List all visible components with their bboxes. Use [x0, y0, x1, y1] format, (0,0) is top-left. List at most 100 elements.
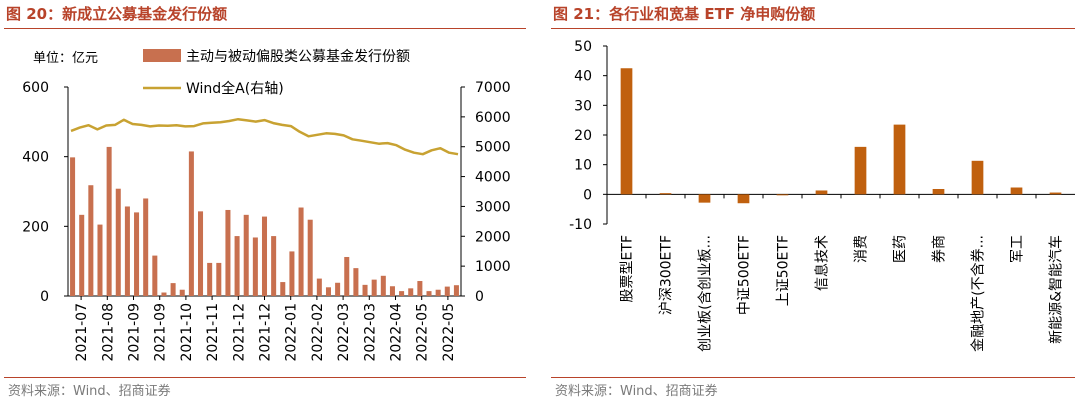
- fund-issuance-bar: [70, 157, 76, 296]
- fund-issuance-bar: [207, 262, 213, 296]
- etf-net-subscription-bar: [1049, 192, 1062, 195]
- legend-line-label: Wind全A(右轴): [186, 80, 284, 97]
- y-tick-label: 400: [22, 150, 49, 166]
- etf-net-subscription-bar: [971, 160, 984, 195]
- left-chart-title: 图 20：新成立公募基金发行份额: [6, 5, 228, 23]
- y2-tick-label: 2000: [475, 229, 511, 245]
- fund-issuance-bar: [371, 279, 377, 296]
- y-tick-label: 30: [574, 98, 592, 114]
- left-title-rule: [4, 28, 526, 29]
- fund-issuance-bar: [399, 291, 405, 296]
- right-chart-source: 资料来源：Wind、招商证券: [555, 384, 718, 399]
- x-tick-label: 2021-10: [179, 303, 195, 362]
- fund-issuance-bar: [316, 278, 322, 296]
- etf-net-subscription-bar: [893, 124, 906, 195]
- fund-issuance-bar: [435, 289, 441, 296]
- fund-issuance-bar: [225, 209, 231, 296]
- etf-net-subscription-bar: [854, 146, 867, 195]
- fund-issuance-bar: [143, 198, 149, 296]
- x-tick-label: 2022-02: [310, 303, 326, 362]
- category-label: 金融地产(不含券...: [971, 235, 987, 352]
- category-label: 创业板(含创业板...: [698, 235, 714, 352]
- fund-issuance-bar: [344, 256, 350, 296]
- unit-label: 单位：亿元: [33, 51, 98, 66]
- fund-issuance-bar: [298, 207, 304, 296]
- left-chart-source: 资料来源：Wind、招商证券: [8, 384, 171, 399]
- x-tick-label: 2021-09: [153, 303, 169, 362]
- fund-issuance-bar: [170, 283, 176, 296]
- fund-issuance-bar: [307, 219, 313, 296]
- y-tick-label: 40: [574, 69, 592, 85]
- x-tick-label: 2021-08: [100, 303, 116, 362]
- right-chart-panel: 图 21：各行业和宽基 ETF 净申购份额 -10 0 10 20 30 40 50 股票型E…: [547, 0, 1079, 404]
- x-tick-label: 2021-09: [127, 303, 143, 362]
- fund-issuance-bar: [161, 292, 167, 296]
- fund-issuance-bar: [453, 285, 459, 296]
- fund-issuance-bar: [234, 236, 240, 296]
- category-label: 沪深300ETF: [659, 235, 675, 315]
- y-tick-label: -10: [569, 217, 592, 233]
- right-chart-svg: -10 0 10 20 30 40 50 股票型ETF 沪深300ETF 创业板(含创业板... 中…: [569, 39, 1075, 352]
- fund-issuance-bar: [417, 281, 423, 296]
- category-label: 信息技术: [814, 235, 831, 291]
- y-tick-label: 50: [574, 39, 592, 55]
- fund-issuance-bar: [188, 151, 194, 296]
- etf-net-subscription-bar: [620, 68, 633, 195]
- x-tick-label: 2021-12: [258, 303, 274, 362]
- fund-issuance-bar: [179, 289, 185, 296]
- etf-net-subscription-bar: [932, 188, 945, 195]
- fund-issuance-bar: [335, 282, 341, 296]
- etf-net-subscription-bar: [737, 194, 750, 204]
- fund-issuance-bar: [353, 268, 359, 296]
- fund-issuance-bar: [124, 206, 130, 296]
- x-tick-label: 2021-07: [74, 303, 90, 362]
- legend-bar-label: 主动与被动偏股类公募基金发行份额: [186, 48, 410, 65]
- category-label: 军工: [1010, 235, 1026, 263]
- y2-tick-label: 1000: [475, 259, 511, 275]
- x-tick-label: 2022-04: [389, 303, 405, 362]
- category-label: 中证500ETF: [737, 235, 753, 315]
- right-source-rule: [551, 377, 1075, 378]
- fund-issuance-bar: [426, 291, 432, 296]
- y2-tick-label: 4000: [475, 170, 511, 186]
- fund-issuance-bar: [389, 286, 395, 296]
- y-tick-label: 0: [40, 289, 49, 305]
- fund-issuance-bar: [280, 282, 286, 296]
- category-label: 新能源&智能汽车: [1048, 235, 1065, 344]
- left-chart-svg: 单位：亿元 主动与被动偏股类公募基金发行份额 Wind全A(右轴) 0 200 400 60…: [22, 48, 511, 362]
- etf-net-subscription-bar: [815, 190, 828, 195]
- left-source-rule: [4, 377, 526, 378]
- fund-issuance-bar: [198, 211, 204, 296]
- etf-net-subscription-bar: [698, 194, 711, 203]
- legend-bar-swatch: [143, 49, 181, 62]
- right-title-rule: [551, 28, 1075, 29]
- x-tick-label: 2022-03: [362, 303, 378, 362]
- y2-tick-label: 6000: [475, 110, 511, 126]
- fund-issuance-bar: [271, 236, 277, 296]
- fund-issuance-bar: [88, 185, 94, 296]
- x-tick-label: 2022-05: [415, 303, 431, 362]
- x-tick-label: 2022-01: [284, 303, 300, 362]
- fund-issuance-bar: [134, 212, 140, 296]
- fund-issuance-bar: [261, 216, 268, 296]
- fund-issuance-bar: [106, 146, 112, 296]
- fund-issuance-bar: [289, 251, 295, 296]
- fund-issuance-bar: [362, 284, 368, 296]
- etf-net-subscription-bar: [776, 194, 789, 196]
- category-label: 上证50ETF: [776, 235, 792, 306]
- fund-issuance-bar: [79, 214, 85, 296]
- etf-net-subscription-bar: [659, 193, 672, 195]
- fund-issuance-bar: [97, 224, 103, 296]
- y2-tick-label: 0: [475, 289, 484, 305]
- x-tick-label: 2021-12: [231, 303, 247, 362]
- fund-issuance-bar: [252, 237, 258, 296]
- fund-issuance-bar: [243, 214, 249, 296]
- fund-issuance-bar: [152, 255, 158, 296]
- x-tick-label: 2022-03: [336, 303, 352, 362]
- y-tick-label: 20: [574, 128, 592, 144]
- left-chart-panel: 图 20：新成立公募基金发行份额 单位：亿元 主动与被动偏股类公募基金发行份额 Wi…: [0, 0, 530, 404]
- right-chart-title: 图 21：各行业和宽基 ETF 净申购份额: [553, 5, 816, 23]
- fund-issuance-bar: [216, 262, 222, 296]
- y-tick-label: 10: [574, 158, 592, 174]
- y-tick-label: 600: [22, 80, 49, 96]
